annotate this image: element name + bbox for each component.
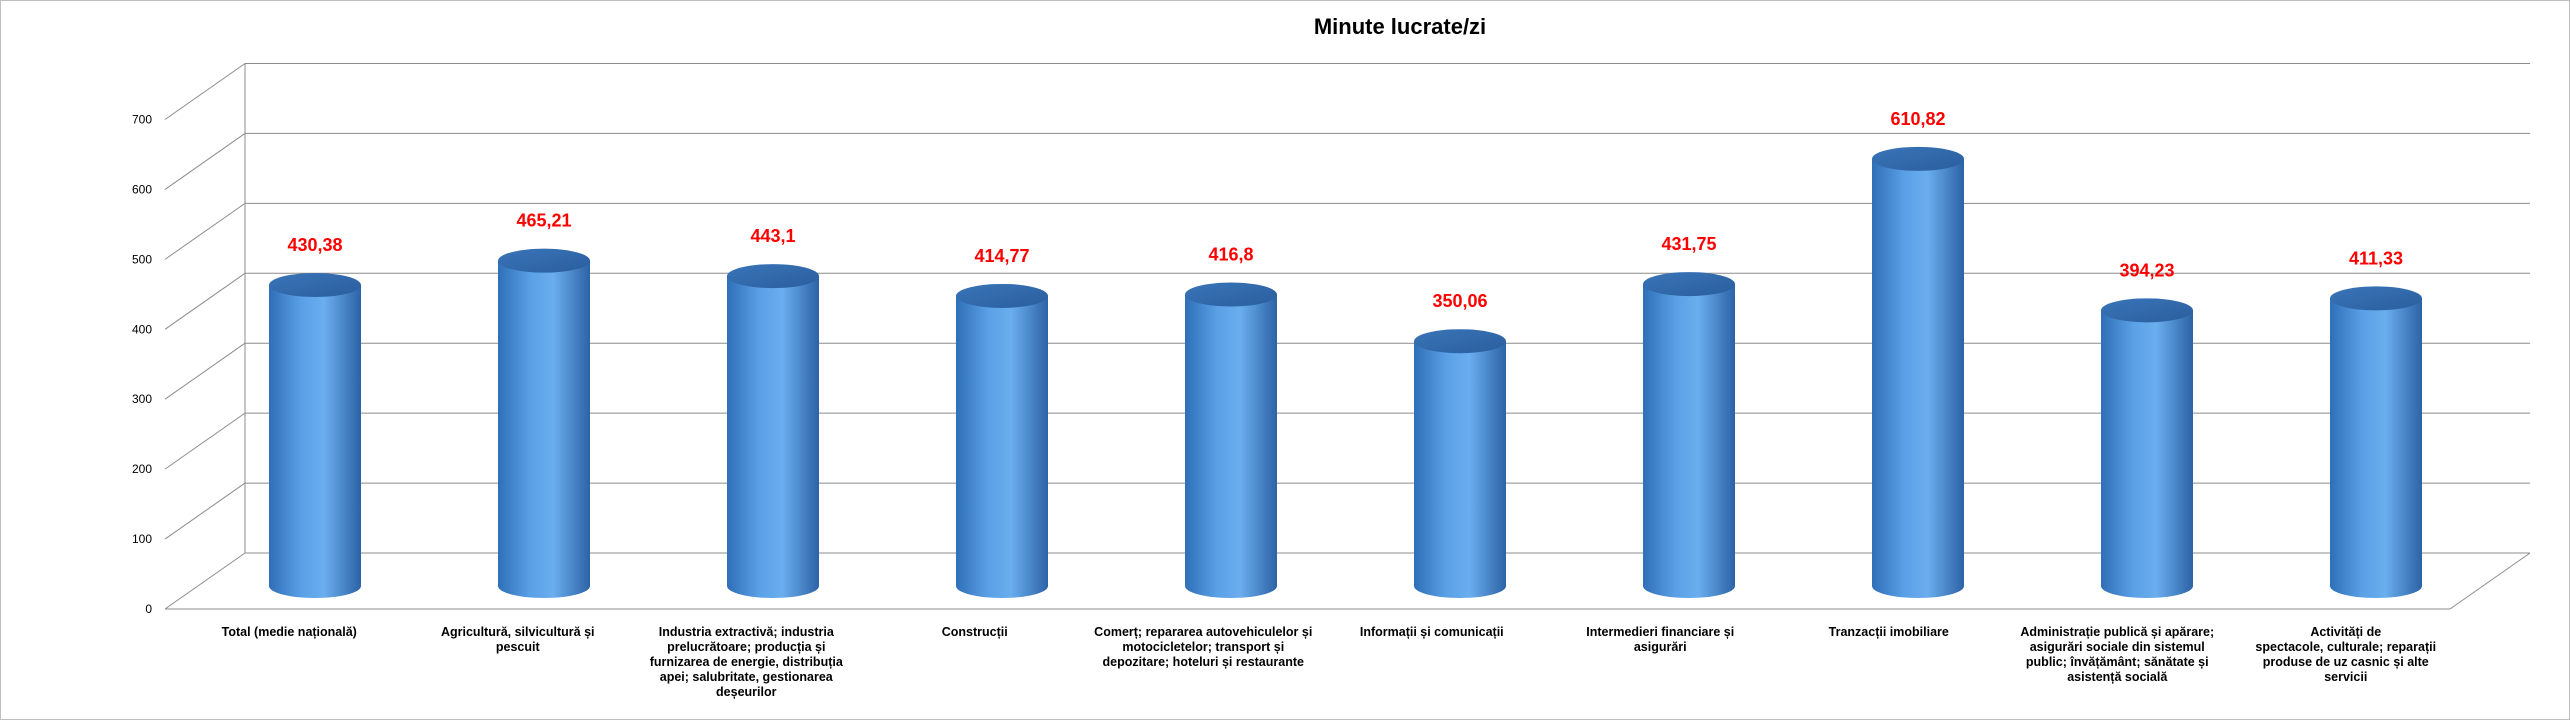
bar-body xyxy=(498,260,590,598)
gridline-diagonal xyxy=(164,482,246,540)
bar-top xyxy=(2330,286,2422,311)
x-tick-label: motocicletelor; transport și xyxy=(1122,640,1284,654)
bar-body xyxy=(2330,298,2422,598)
bar-top xyxy=(1185,282,1277,307)
bar-top xyxy=(956,283,1048,308)
x-tick-label: asigurări sociale din sistemul xyxy=(2030,640,2205,654)
bar-top xyxy=(2101,298,2193,323)
bars: 430,38 465,21 443,1 414,77 416,8 350,06 431,75… xyxy=(269,109,2422,598)
x-tick-label: depozitare; hoteluri și restaurante xyxy=(1103,655,1304,669)
x-tick-label: asistență socială xyxy=(2067,670,2168,684)
chart-title: Minute lucrate/zi xyxy=(1314,14,1486,39)
bar xyxy=(2330,286,2422,598)
y-axis-ticks: 0 100 200 300 400 500 600 700 xyxy=(132,112,152,616)
y-tick-label: 100 xyxy=(132,532,152,546)
gridline-diagonal xyxy=(164,133,246,190)
x-tick-label: asigurări xyxy=(1634,640,1687,654)
x-tick-label: servicii xyxy=(2324,670,2367,684)
gridline-diagonal xyxy=(164,63,246,120)
x-tick-label: Intermedieri financiare și xyxy=(1586,625,1734,639)
bar xyxy=(1414,329,1506,598)
x-tick-label: produse de uz casnic și alte xyxy=(2263,655,2429,669)
data-label: 430,38 xyxy=(287,235,342,255)
data-label: 394,23 xyxy=(2119,260,2174,280)
data-label: 443,1 xyxy=(750,226,795,246)
x-axis-labels: Total (medie națională) Agricultură, silv… xyxy=(222,625,2436,699)
bar xyxy=(727,264,819,598)
y-tick-label: 0 xyxy=(145,602,152,616)
x-tick-label: Industria extractivă; industria xyxy=(659,625,835,639)
x-tick-label: apei; salubritate, gestionarea xyxy=(660,670,834,684)
bar-body xyxy=(727,276,819,598)
bar xyxy=(1185,282,1277,598)
x-tick-label: Agricultură, silvicultură și xyxy=(441,625,595,639)
bar xyxy=(2101,298,2193,598)
bar-body xyxy=(2101,310,2193,598)
data-label: 465,21 xyxy=(516,211,571,231)
data-label: 414,77 xyxy=(974,246,1029,266)
bar xyxy=(498,248,590,598)
x-tick-label: Tranzacții imobiliare xyxy=(1829,625,1949,639)
y-tick-label: 700 xyxy=(132,112,152,126)
x-tick-label: prelucrătoare; producția și xyxy=(667,640,825,654)
y-tick-label: 500 xyxy=(132,252,152,266)
bar-body xyxy=(1414,341,1506,598)
bar xyxy=(1643,272,1735,598)
bar-body xyxy=(269,285,361,598)
y-tick-label: 400 xyxy=(132,322,152,336)
x-tick-label: spectacole, culturale; reparații xyxy=(2255,640,2436,654)
bar-body xyxy=(1872,158,1964,598)
bar-body xyxy=(956,295,1048,598)
x-tick-label: pescuit xyxy=(496,640,541,654)
data-label: 350,06 xyxy=(1432,291,1487,311)
bar-top xyxy=(1872,146,1964,171)
x-tick-label: furnizarea de energie, distribuția xyxy=(650,655,844,669)
bar-top xyxy=(1643,272,1735,297)
x-tick-label: deșeurilor xyxy=(716,685,777,699)
bar xyxy=(269,273,361,598)
x-tick-label: Activități de xyxy=(2310,625,2381,639)
data-label: 416,8 xyxy=(1208,245,1253,265)
y-tick-label: 300 xyxy=(132,392,152,406)
bar-top xyxy=(498,248,590,273)
gridline-diagonal xyxy=(164,412,246,470)
x-tick-label: Administrație publică și apărare; xyxy=(2020,625,2214,639)
gridline-diagonal xyxy=(164,272,246,330)
y-tick-label: 600 xyxy=(132,182,152,196)
gridline-diagonal xyxy=(164,342,246,400)
gridline-diagonal xyxy=(164,202,246,260)
bar-top xyxy=(1414,329,1506,354)
bar-top xyxy=(727,264,819,289)
bar-body xyxy=(1185,294,1277,598)
data-label: 610,82 xyxy=(1890,109,1945,129)
bar-top xyxy=(269,273,361,298)
floor-right-edge xyxy=(2449,552,2531,610)
data-label: 431,75 xyxy=(1661,234,1716,254)
gridline-diagonal xyxy=(164,552,246,610)
x-tick-label: Construcții xyxy=(942,625,1008,639)
x-tick-label: Comerț; repararea autovehiculelor și xyxy=(1094,625,1312,639)
x-tick-label: Informații și comunicații xyxy=(1360,625,1504,639)
bar xyxy=(1872,146,1964,598)
x-tick-label: public; învățământ; sănătate și xyxy=(2026,655,2209,669)
data-label: 411,33 xyxy=(2349,248,2403,268)
bar xyxy=(956,283,1048,598)
y-tick-label: 200 xyxy=(132,462,152,476)
x-tick-label: Total (medie națională) xyxy=(222,625,357,639)
bar-body xyxy=(1643,284,1735,598)
